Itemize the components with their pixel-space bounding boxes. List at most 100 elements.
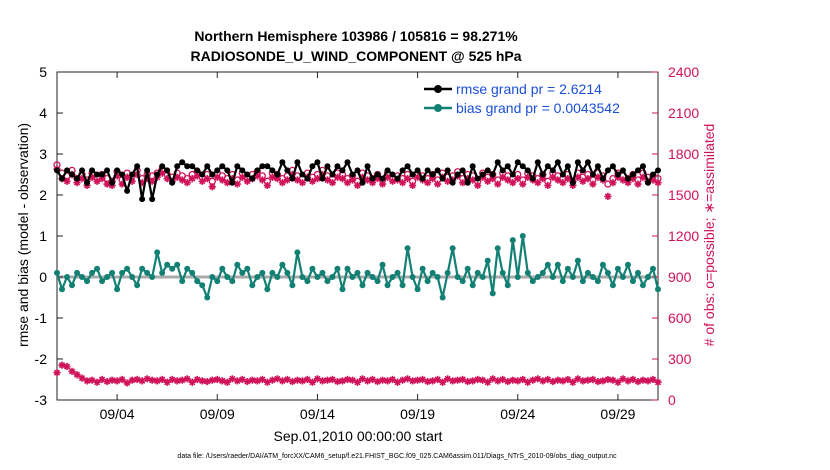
rmse-point [454, 171, 461, 178]
obs-assimilated-marker [424, 179, 432, 187]
obs-assimilated-marker [193, 172, 201, 180]
obs-count-lower-marker [143, 375, 151, 383]
rmse-point [464, 179, 471, 186]
obs-assimilated-marker [398, 179, 407, 187]
rmse-point [459, 167, 466, 174]
rmse-point [59, 175, 66, 182]
obs-assimilated-marker [223, 179, 231, 187]
obs-count-lower-marker [353, 378, 362, 386]
bias-point [484, 257, 491, 264]
obs-assimilated-marker [338, 175, 347, 183]
rmse-point [629, 171, 636, 178]
bias-point [404, 245, 411, 252]
bias-point [429, 269, 436, 276]
obs-count-lower-marker [494, 377, 502, 385]
obs-count-lower-marker [504, 377, 512, 386]
obs-count-lower-marker [133, 375, 141, 384]
y-tick-label-left: 5 [39, 64, 47, 80]
obs-assimilated-marker [228, 175, 236, 183]
y-axis-label-left: rmse and bias (model - observation) [15, 123, 31, 347]
obs-count-lower-marker [198, 377, 206, 385]
rmse-point [219, 163, 226, 170]
bias-point [579, 278, 586, 285]
bias-point [64, 274, 71, 280]
rmse-point [289, 175, 296, 182]
bias-point [319, 269, 326, 276]
bias-point [269, 269, 276, 276]
rmse-point [104, 167, 111, 174]
obs-count-lower-marker [519, 375, 527, 384]
obs-assimilated-marker [619, 176, 627, 184]
x-tick-label: 09/04 [100, 406, 135, 422]
obs-count-lower-marker [434, 375, 442, 384]
legend-bias-marker [434, 104, 442, 112]
obs-count-lower-marker [63, 362, 71, 371]
bias-point [329, 274, 336, 280]
obs-assimilated-marker [534, 179, 542, 187]
bias-point [209, 274, 216, 280]
obs-assimilated-marker [539, 175, 547, 183]
obs-count-lower-marker [424, 377, 432, 386]
bias-point [164, 261, 171, 268]
obs-count-lower-marker [574, 375, 582, 383]
bias-point [74, 269, 81, 276]
rmse-point [614, 171, 621, 178]
rmse-point [339, 167, 346, 174]
obs-count-lower-marker [564, 375, 572, 384]
obs-assimilated-marker [203, 175, 211, 183]
rmse-point [539, 171, 546, 178]
obs-count-lower-marker [298, 377, 307, 385]
obs-assimilated-marker [559, 179, 567, 187]
obs-assimilated-marker [504, 176, 512, 184]
rmse-point [84, 179, 91, 186]
obs-assimilated-marker [649, 176, 657, 184]
obs-count-lower-marker [419, 375, 427, 384]
obs-assimilated-marker [163, 175, 171, 183]
obs-count-lower-marker [348, 376, 357, 384]
obs-assimilated-marker [629, 175, 637, 183]
bias-point [144, 269, 151, 276]
y-tick-label-right: 900 [668, 269, 692, 285]
rmse-point [154, 171, 161, 178]
bias-point [119, 269, 126, 276]
rmse-point [299, 171, 306, 178]
obs-assimilated-marker [268, 173, 276, 181]
rmse-point [349, 171, 356, 178]
x-tick-label: 09/09 [200, 406, 235, 422]
x-tick-label: 09/24 [500, 406, 535, 422]
bias-point [284, 269, 291, 276]
obs-assimilated-marker [634, 180, 642, 188]
obs-assimilated-marker [514, 175, 522, 183]
bias-point [554, 261, 561, 268]
rmse-point [379, 175, 386, 182]
bias-point [454, 274, 461, 280]
rmse-point [564, 163, 571, 170]
bias-point [399, 282, 406, 289]
obs-assimilated-marker [654, 179, 662, 187]
obs-assimilated-marker [273, 175, 281, 183]
bias-point [89, 269, 96, 276]
obs-count-lower-marker [604, 375, 612, 384]
rmse-point [174, 163, 181, 170]
bias-point [129, 274, 136, 280]
rmse-point [224, 167, 231, 174]
rmse-point [334, 163, 341, 170]
obs-count-lower-marker [113, 377, 121, 385]
bias-point [54, 269, 60, 276]
obs-count-lower-marker [268, 376, 276, 384]
obs-count-lower-marker [138, 377, 146, 385]
bias-point [339, 286, 346, 293]
legend-rmse-marker [434, 85, 442, 93]
obs-assimilated-marker [444, 177, 452, 185]
obs-count-lower-marker [308, 378, 317, 386]
obs-assimilated-marker [218, 176, 226, 184]
rmse-point [319, 175, 326, 182]
obs-assimilated-marker [524, 173, 532, 181]
bias-point [214, 278, 221, 285]
obs-count-lower-marker [83, 377, 91, 385]
bias-point [354, 269, 361, 276]
obs-count-lower-marker [594, 377, 602, 386]
obs-assimilated-marker [138, 179, 146, 187]
rmse-point [509, 171, 516, 178]
obs-count-lower-marker [78, 374, 86, 382]
